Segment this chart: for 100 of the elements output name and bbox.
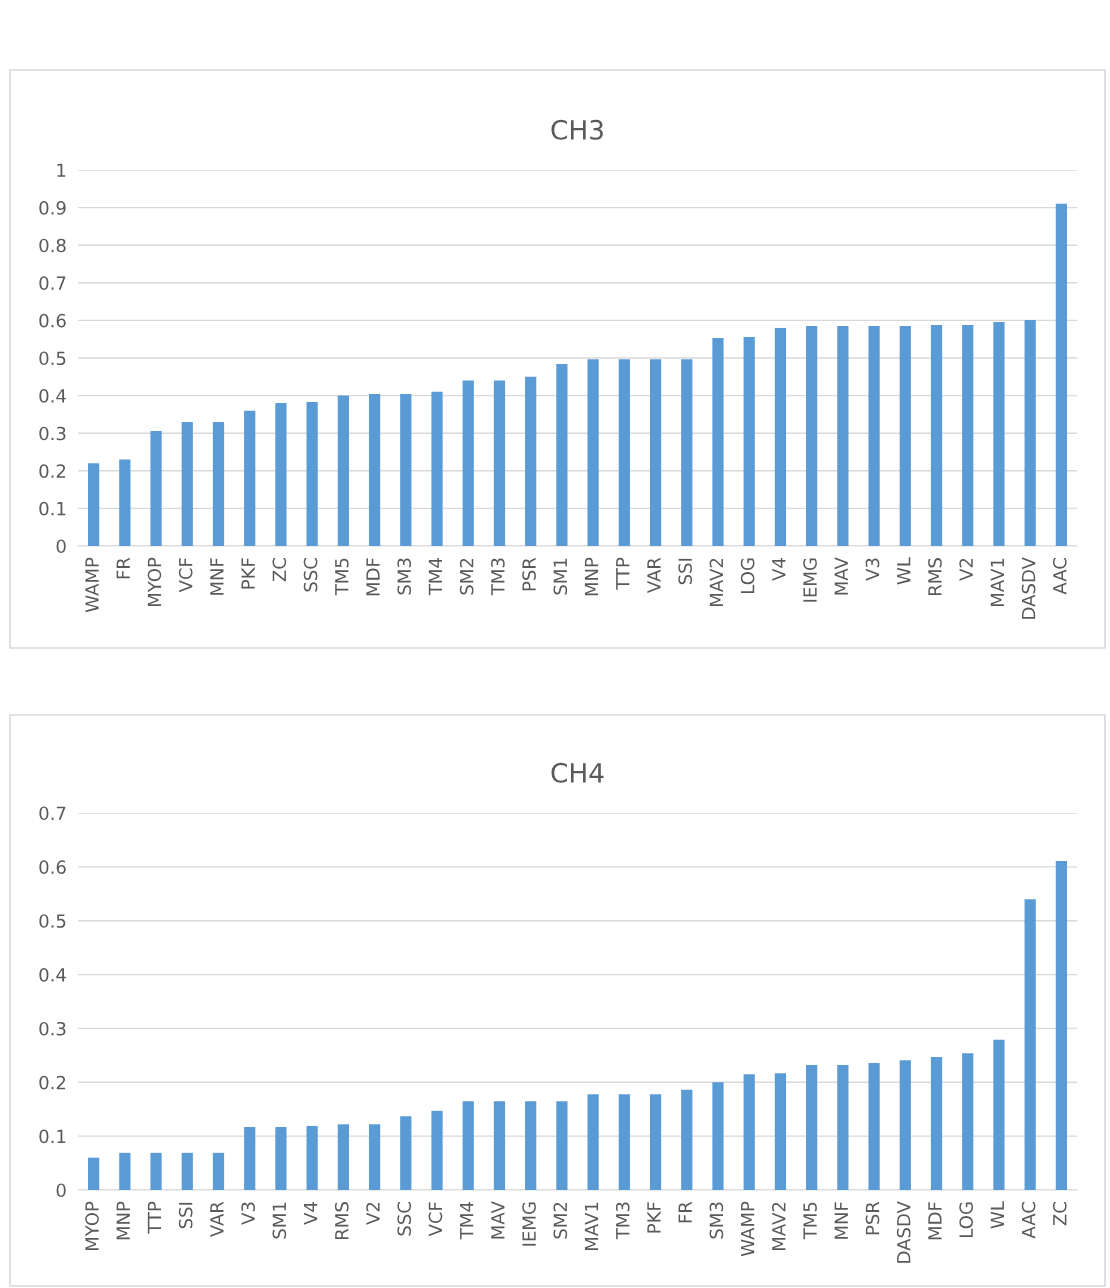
x-tick-label: SSI (178, 1202, 193, 1229)
x-tick-label: V3 (865, 558, 880, 581)
x-tick-label: TM5 (335, 558, 349, 596)
x-tick-label: MAV1 (990, 558, 1004, 606)
x-tick-label: SM3 (709, 1202, 724, 1239)
x-tick-label: TM4 (460, 1202, 474, 1240)
x-tick-label: SM1 (272, 1202, 287, 1239)
bar (87, 1157, 100, 1190)
x-tick-label: TM3 (491, 558, 505, 596)
bar (712, 338, 724, 546)
bar (993, 1039, 1005, 1190)
y-tick-label: 0.5 (39, 914, 66, 928)
x-tick-label: SM1 (553, 558, 568, 595)
bar (1055, 203, 1068, 546)
bar (400, 1116, 412, 1190)
x-tick-label: V4 (303, 1202, 318, 1225)
bar (119, 459, 131, 546)
bar (368, 1124, 381, 1190)
x-tick-label: MAV2 (772, 1202, 786, 1250)
x-tick-label: TM3 (615, 1202, 630, 1240)
y-tick-label: 0.1 (39, 501, 66, 516)
x-tick-label: TM5 (803, 1202, 817, 1240)
y-tick-label: 0.8 (39, 238, 66, 253)
y-tick-label: 0.3 (39, 426, 66, 441)
bar (462, 1101, 474, 1190)
x-tick-label: MDF (928, 1202, 942, 1240)
x-tick-label: MAV2 (709, 558, 723, 606)
bar (774, 1073, 787, 1190)
x-tick-label: V3 (241, 1202, 255, 1225)
bar (244, 1126, 256, 1190)
y-tick-label: 0.7 (39, 276, 66, 290)
y-tick-label: 0.4 (39, 389, 66, 403)
x-tick-label: SSI (678, 558, 692, 585)
bar (337, 1124, 349, 1190)
bar (306, 401, 318, 546)
bar (774, 327, 787, 546)
bar (899, 326, 911, 546)
chart-title: CH3 (551, 119, 603, 140)
x-tick-label: MAV (491, 1201, 505, 1239)
bar (181, 421, 193, 546)
x-tick-label: WAMP (85, 557, 99, 613)
x-tick-label: DASDV (1021, 557, 1036, 619)
x-tick-label: AAC (1052, 558, 1067, 595)
y-tick-label: 0.3 (39, 1021, 66, 1036)
x-tick-label: TM4 (428, 558, 442, 596)
bar (930, 324, 943, 546)
bar (837, 326, 849, 546)
bar (212, 1152, 225, 1190)
bar (837, 1065, 849, 1190)
x-tick-label: SM2 (459, 558, 474, 595)
bar (525, 1101, 537, 1190)
x-tick-label: SSC (303, 558, 318, 592)
bar (462, 380, 474, 546)
bar (87, 463, 100, 546)
x-tick-label: WL (990, 1201, 1004, 1229)
bar (431, 391, 443, 546)
y-tick-label: 0.6 (39, 313, 66, 328)
x-tick-label: MNP (584, 557, 599, 596)
bar (1055, 860, 1068, 1190)
bar (587, 1094, 599, 1190)
bar (275, 1126, 287, 1190)
x-tick-label: MNP (116, 1201, 130, 1240)
bar (743, 336, 755, 546)
x-tick-label: MAV1 (584, 1202, 599, 1250)
bar (712, 1082, 724, 1190)
y-tick-label: 0 (56, 1183, 66, 1198)
y-tick-label: 0.9 (39, 201, 66, 215)
bar (400, 394, 412, 546)
x-tick-label: MNF (210, 558, 224, 595)
x-tick-label: V4 (772, 558, 786, 581)
x-tick-label: IEMG (803, 558, 817, 602)
bar (181, 1152, 193, 1190)
x-tick-label: VCF (178, 558, 193, 593)
x-tick-label: FR (678, 1201, 692, 1223)
x-tick-label: IEMG (522, 1202, 536, 1246)
x-tick-label: RMS (928, 558, 942, 595)
x-tick-label: MNF (834, 1202, 848, 1239)
bar (1024, 320, 1036, 546)
x-tick-label: PSR (865, 1201, 880, 1235)
y-tick-label: 0.2 (39, 1075, 66, 1090)
bar (993, 321, 1005, 546)
bar (962, 324, 974, 546)
x-tick-label: V2 (366, 1202, 380, 1225)
y-tick-label: 0 (56, 539, 66, 554)
x-tick-label: LOG (959, 1202, 973, 1237)
bar (1024, 899, 1036, 1190)
bar (868, 1062, 880, 1190)
bar (649, 1094, 662, 1190)
x-tick-label: VAR (210, 1201, 224, 1238)
x-tick-label: PKF (647, 1202, 661, 1233)
bar (150, 430, 162, 546)
y-tick-label: 0.4 (39, 968, 66, 982)
bar (556, 364, 568, 546)
bar (962, 1053, 974, 1190)
bar (368, 394, 381, 546)
bar (618, 359, 630, 546)
bar (743, 1074, 755, 1190)
bar (493, 1101, 506, 1190)
x-tick-label: SM2 (553, 1202, 568, 1239)
x-tick-label: V2 (959, 558, 973, 581)
